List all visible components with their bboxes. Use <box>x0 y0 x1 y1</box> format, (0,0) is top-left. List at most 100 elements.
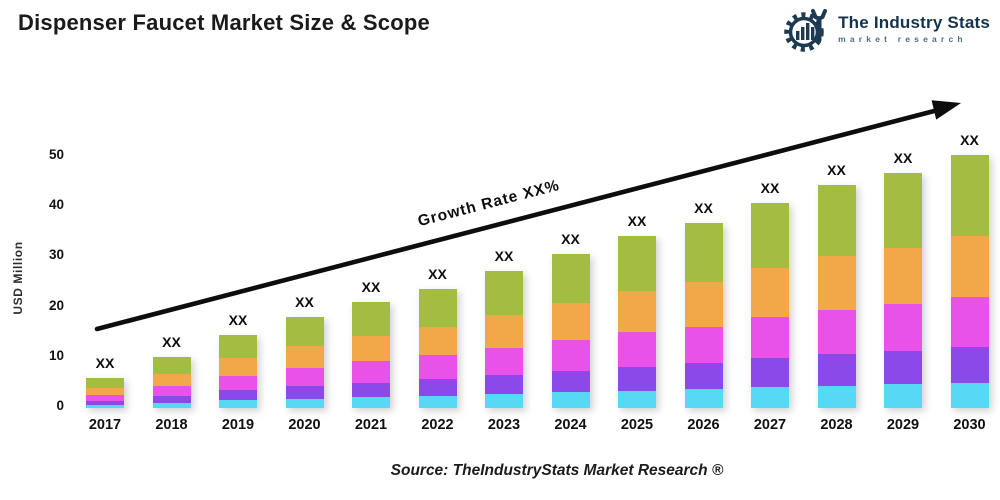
y-axis-title: USD Million <box>11 241 25 315</box>
bar-segment-segment-3 <box>219 375 257 391</box>
x-axis-tick-label: 2027 <box>753 417 787 433</box>
bar-segment-segment-4 <box>352 336 390 362</box>
bar-segment-segment-1-bottom <box>884 384 922 408</box>
y-axis-tick-label: 0 <box>56 398 64 413</box>
bar-segment-segment-3 <box>884 304 922 352</box>
bar-segment-segment-4 <box>884 247 922 305</box>
bar-segment-segment-5-top <box>285 316 324 347</box>
x-axis-tick-label: 2025 <box>620 417 654 433</box>
bar-value-label: XX <box>295 293 314 310</box>
bar-segment-segment-1-bottom <box>485 394 523 408</box>
x-axis-tick-label: 2020 <box>288 417 321 433</box>
bar-value-label: XX <box>361 278 381 295</box>
bar-segment-segment-1-bottom <box>219 400 257 408</box>
bar-segment-segment-3 <box>751 317 789 359</box>
bar-value-label: XX <box>494 248 514 265</box>
bar-value-label: XX <box>228 311 248 328</box>
bar-segment-segment-3 <box>950 296 989 348</box>
bar-segment-segment-4 <box>618 290 656 333</box>
bar-segment-segment-5-top <box>751 203 789 269</box>
stacked-bar-2018 <box>152 357 191 408</box>
bar-value-label: XX <box>694 200 713 217</box>
bar-segment-segment-5-top <box>219 334 257 358</box>
bar-segment-segment-2 <box>884 351 922 385</box>
bar-segment-segment-5-top <box>485 271 523 315</box>
stacked-bar-2026 <box>684 223 723 408</box>
x-axis-tick-label: 2030 <box>953 417 986 433</box>
bar-segment-segment-4 <box>86 387 124 395</box>
stacked-bar-2023 <box>485 271 523 408</box>
bar-segment-segment-4 <box>551 302 590 340</box>
bar-segment-segment-1-bottom <box>618 390 656 408</box>
page-title: Dispenser Faucet Market Size & Scope <box>18 10 430 35</box>
source-note: Source: TheIndustryStats Market Research… <box>390 462 724 479</box>
gear-wrench-chart-icon <box>784 9 828 52</box>
bar-segment-segment-2 <box>219 390 257 401</box>
x-axis-tick-label: 2028 <box>820 417 853 433</box>
bar-segment-segment-2 <box>950 347 989 383</box>
bar-segment-segment-4 <box>485 314 523 348</box>
bar-segment-segment-3 <box>551 339 590 371</box>
bar-value-label: XX <box>627 212 647 229</box>
bar-value-label: XX <box>760 180 780 197</box>
bar-segment-segment-2 <box>152 395 191 403</box>
bar-segment-segment-1-bottom <box>950 382 989 408</box>
y-axis-tick-label: 30 <box>48 247 64 263</box>
bar-segment-segment-4 <box>219 357 257 376</box>
bar-segment-segment-1-bottom <box>817 385 856 408</box>
stacked-bar-2027 <box>751 203 789 408</box>
bar-segment-segment-5-top <box>86 377 124 388</box>
bar-segment-segment-3 <box>684 326 723 364</box>
bar-segment-segment-1-bottom <box>86 404 124 408</box>
bar-segment-segment-4 <box>684 282 723 327</box>
bar-value-label: XX <box>827 162 846 179</box>
bar-segment-segment-2 <box>751 358 789 388</box>
bar-segment-segment-4 <box>285 346 324 369</box>
bar-segment-segment-1-bottom <box>352 397 390 408</box>
bar-value-label: XX <box>893 149 913 166</box>
bar-segment-segment-5-top <box>551 253 590 303</box>
x-axis-tick-label: 2022 <box>421 417 454 433</box>
bar-segment-segment-5-top <box>884 172 922 248</box>
bar-segment-segment-3 <box>285 368 324 387</box>
x-axis-tick-label: 2018 <box>155 417 188 433</box>
bar-segment-segment-4 <box>152 373 191 386</box>
bar-segment-segment-5-top <box>950 155 989 236</box>
bar-segment-segment-1-bottom <box>751 387 789 408</box>
bar-segment-segment-3 <box>418 355 457 380</box>
bar-segment-segment-2 <box>817 354 856 386</box>
brand-logo-text: The Industry Stats market research <box>838 14 990 44</box>
stacked-bar-2022 <box>418 289 457 408</box>
bar-segment-segment-1-bottom <box>684 389 723 408</box>
brand-tagline: market research <box>838 33 967 44</box>
stacked-bar-2025 <box>618 235 656 408</box>
brand-name: The Industry Stats <box>838 13 990 33</box>
stacked-bar-2024 <box>551 253 590 408</box>
bar-value-label: XX <box>428 266 447 283</box>
bar-segment-segment-2 <box>86 400 124 405</box>
bar-segment-segment-2 <box>485 375 523 395</box>
bar-segment-segment-2 <box>418 379 457 396</box>
bar-segment-segment-4 <box>418 327 457 356</box>
bar-value-label: XX <box>561 230 580 247</box>
bar-segment-segment-3 <box>817 309 856 355</box>
bar-segment-segment-5-top <box>618 235 656 291</box>
bar-value-label: XX <box>960 132 979 148</box>
bar-segment-segment-3 <box>352 361 390 383</box>
stacked-bar-2029 <box>884 172 922 408</box>
bar-segment-segment-3 <box>618 332 656 367</box>
x-axis-tick-label: 2019 <box>221 417 255 433</box>
bar-segment-segment-3 <box>152 385 191 396</box>
y-axis-tick-label: 50 <box>48 147 64 162</box>
bar-segment-segment-3 <box>86 394 124 401</box>
bar-segment-segment-1-bottom <box>418 395 457 408</box>
bar-segment-segment-2 <box>352 382 390 398</box>
bar-segment-segment-4 <box>751 268 789 318</box>
stacked-bar-2017 <box>86 377 124 408</box>
stacked-bar-2020 <box>285 316 324 408</box>
y-axis-tick-label: 40 <box>48 197 64 213</box>
bar-segment-segment-3 <box>485 347 523 376</box>
bar-segment-segment-5-top <box>352 301 390 337</box>
bar-segment-segment-2 <box>618 366 656 391</box>
